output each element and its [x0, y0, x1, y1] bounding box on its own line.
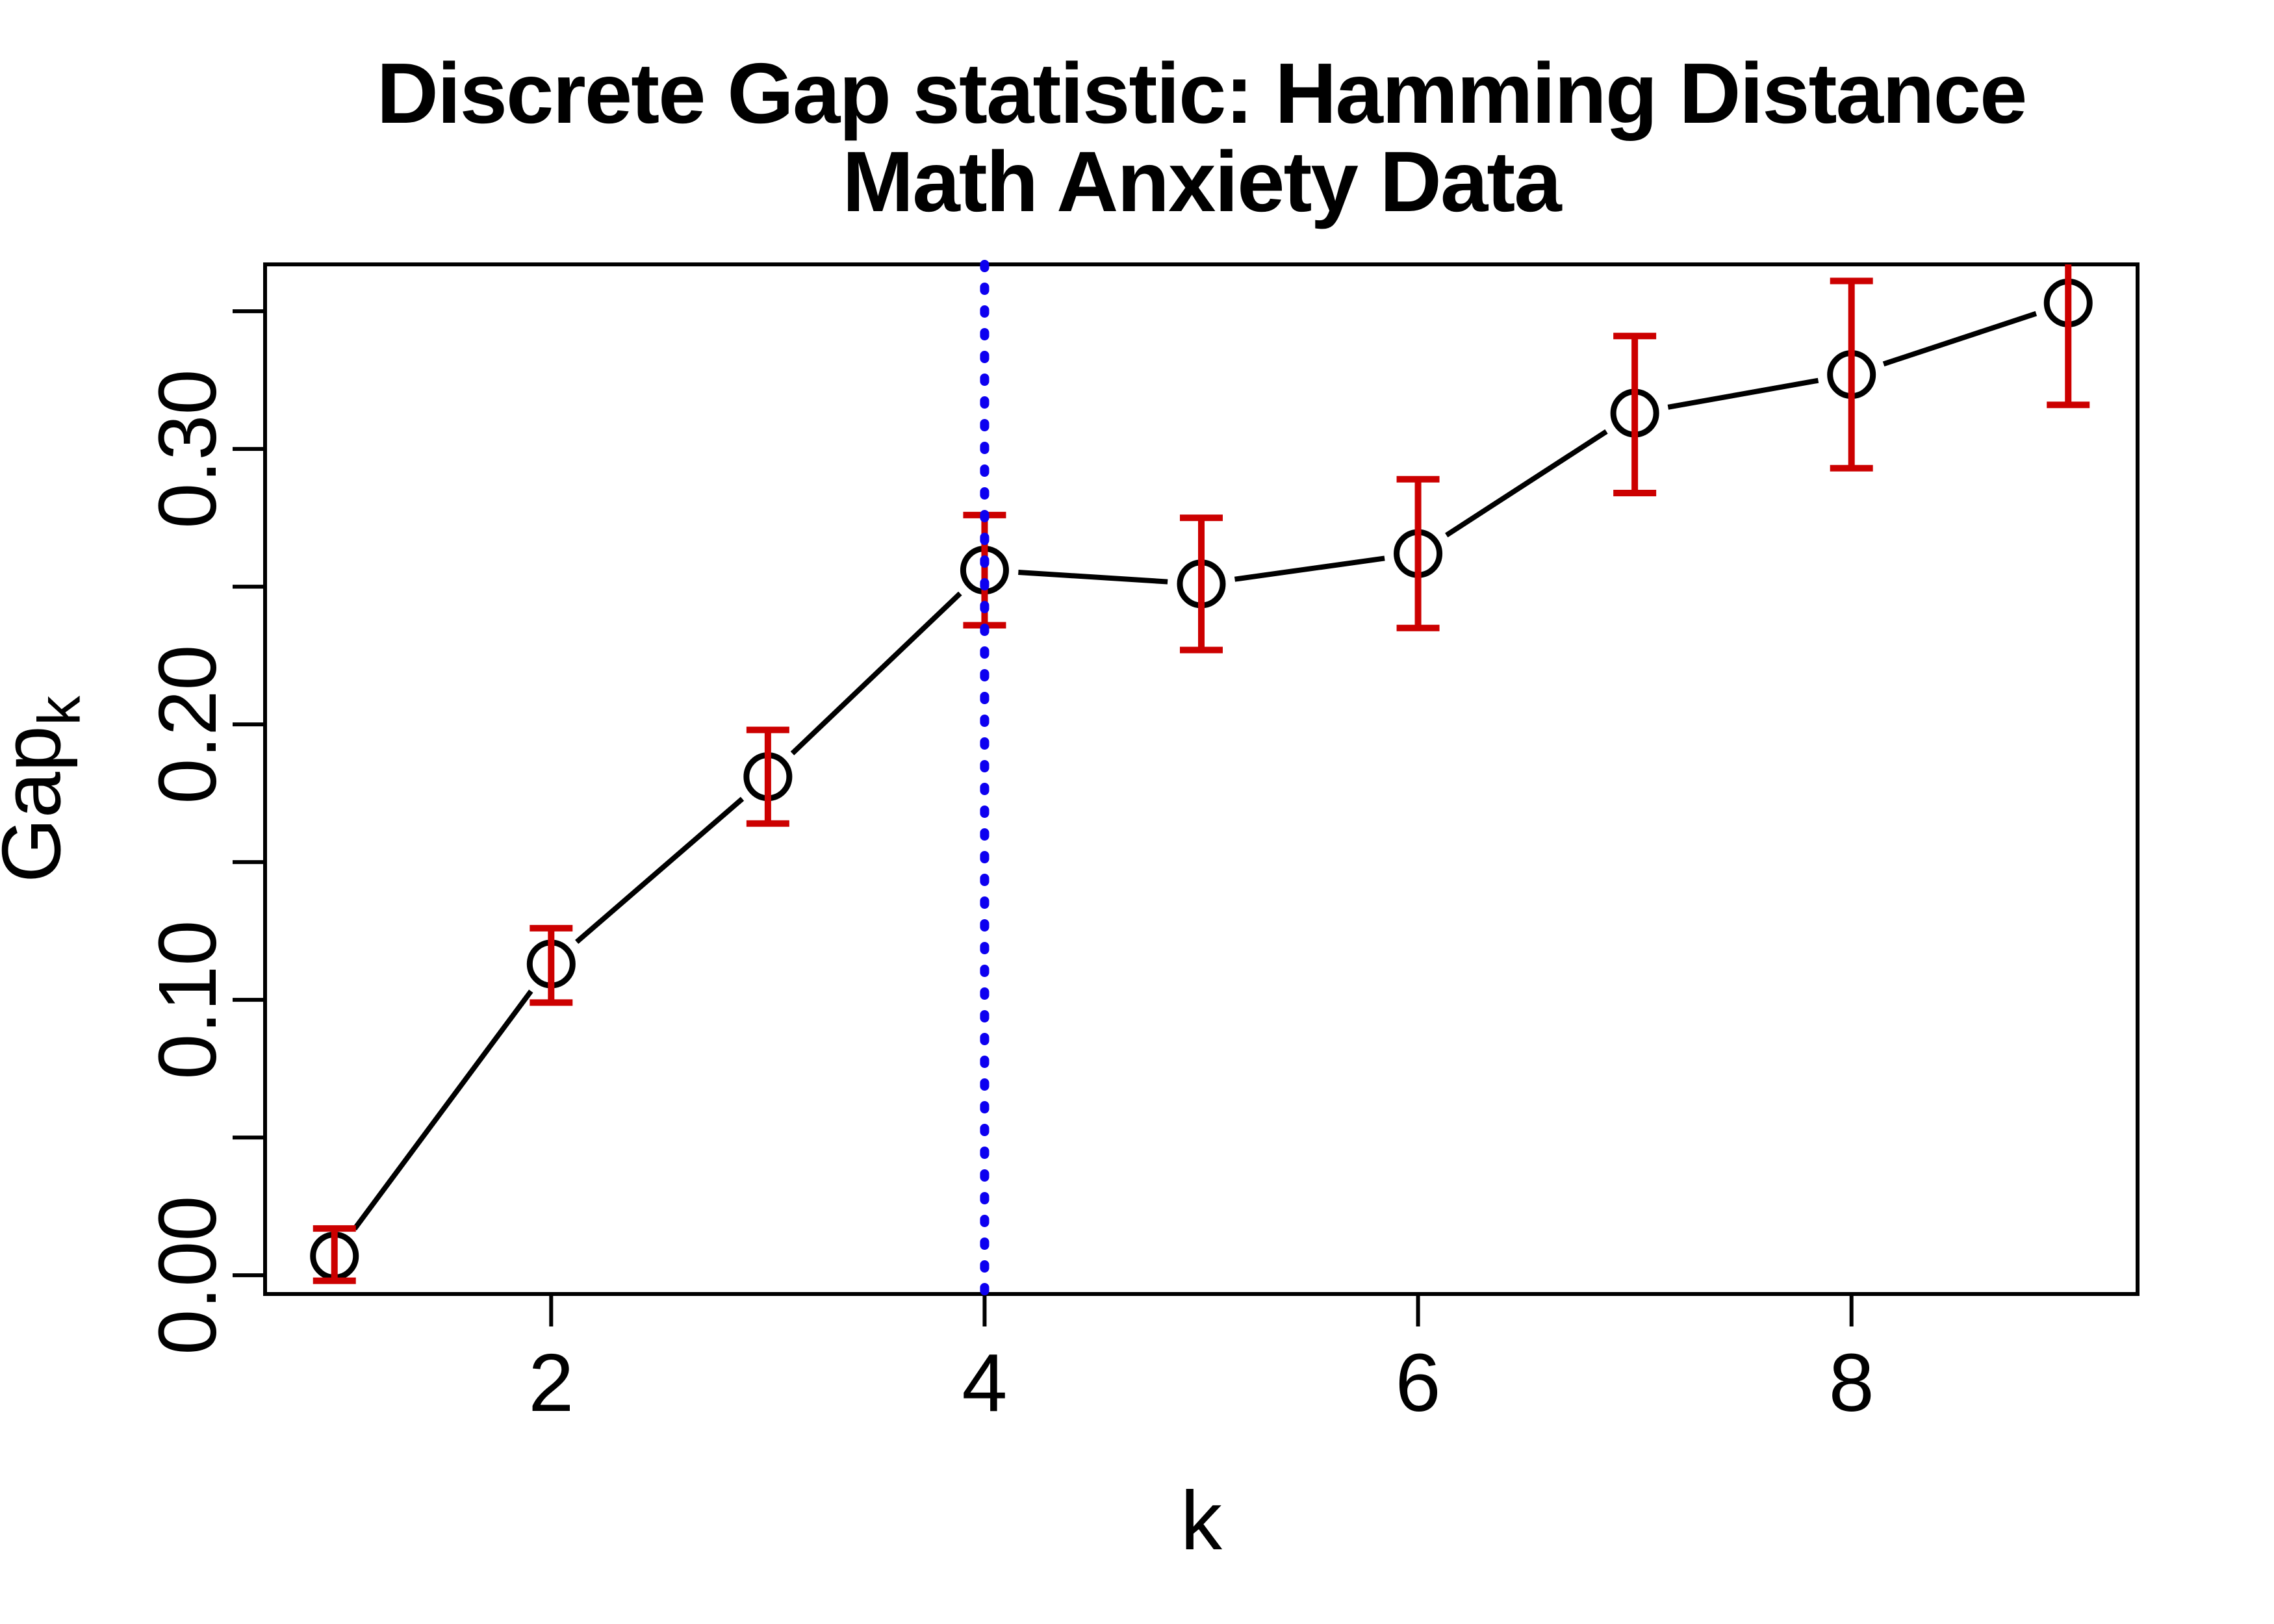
x-tick-label: 4 [962, 1337, 1007, 1428]
series-line-segment [575, 796, 745, 945]
chart-title-line2: Math Anxiety Data [842, 134, 1561, 229]
series-line-segment [1445, 429, 1608, 538]
x-tick-label: 6 [1396, 1337, 1441, 1428]
y-tick-label: 0.30 [142, 369, 233, 528]
chart-title: Discrete Gap statistic: Hamming Distance… [265, 49, 2138, 226]
y-axis-label: Gapk [0, 696, 94, 883]
series-line-segment [1882, 311, 2038, 367]
series-line-segment [1234, 555, 1385, 582]
y-axis-label-subscript: k [26, 696, 93, 726]
y-tick-label: 0.20 [142, 645, 233, 804]
x-tick-label: 8 [1829, 1337, 1874, 1428]
series-line-segment [1018, 569, 1168, 585]
series-line-segment [1667, 377, 1819, 410]
y-tick-label: 0.10 [142, 920, 233, 1080]
series-line-segment [790, 591, 962, 755]
x-tick-label: 2 [528, 1337, 574, 1428]
x-axis-label: k [1181, 1475, 1222, 1567]
chart-title-line1: Discrete Gap statistic: Hamming Distance [376, 45, 2028, 141]
y-axis-label-text: Gap [0, 726, 79, 883]
series-line-segment [352, 989, 533, 1231]
plot-border [263, 262, 2140, 1296]
y-tick-label: 0.00 [142, 1196, 233, 1355]
